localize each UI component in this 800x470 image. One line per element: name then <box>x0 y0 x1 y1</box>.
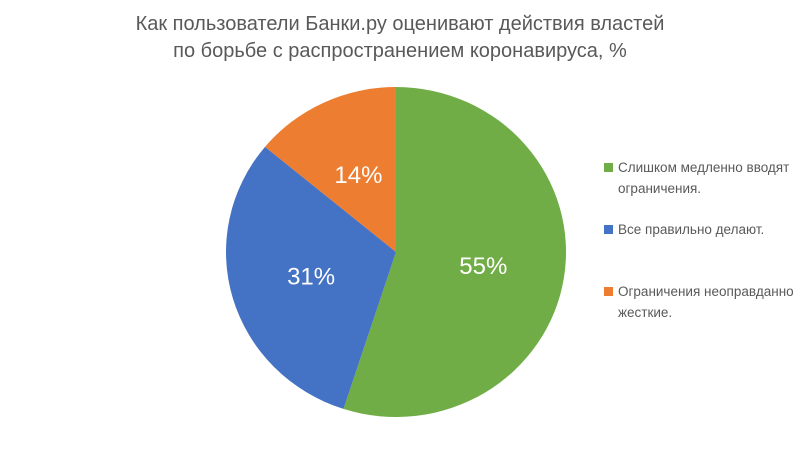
pie-slice-doing-right <box>226 146 396 409</box>
legend-item-doing-right: Все правильно делают. <box>604 219 798 240</box>
pie-value-label-doing-right: 31% <box>287 264 335 291</box>
legend-swatch-blue-icon <box>604 225 613 234</box>
chart-title: Как пользователи Банки.ру оценивают дейс… <box>0 11 800 65</box>
legend-swatch-green-icon <box>604 163 613 172</box>
legend-swatch-orange-icon <box>604 287 613 296</box>
pie-value-label-too-harsh: 14% <box>334 162 382 189</box>
pie-slice-too-harsh <box>265 87 396 252</box>
chart-title-line-2: по борьбе с распространением коронавирус… <box>173 40 627 62</box>
chart-title-line-1: Как пользователи Банки.ру оценивают дейс… <box>135 13 665 35</box>
legend-item-too-slow: Слишком медленно вводят ограничения. <box>604 157 798 199</box>
chart-legend: Слишком медленно вводят ограничения. Все… <box>604 0 796 470</box>
legend-label: Все правильно делают. <box>618 222 765 237</box>
pie-slice-too-slow <box>343 87 567 418</box>
legend-item-too-harsh: Ограничения неоправданно жесткие. <box>604 281 798 323</box>
pie-value-label-too-slow: 55% <box>459 253 507 280</box>
legend-label: Слишком медленно вводят ограничения. <box>618 160 790 196</box>
legend-label: Ограничения неоправданно жесткие. <box>618 284 794 320</box>
